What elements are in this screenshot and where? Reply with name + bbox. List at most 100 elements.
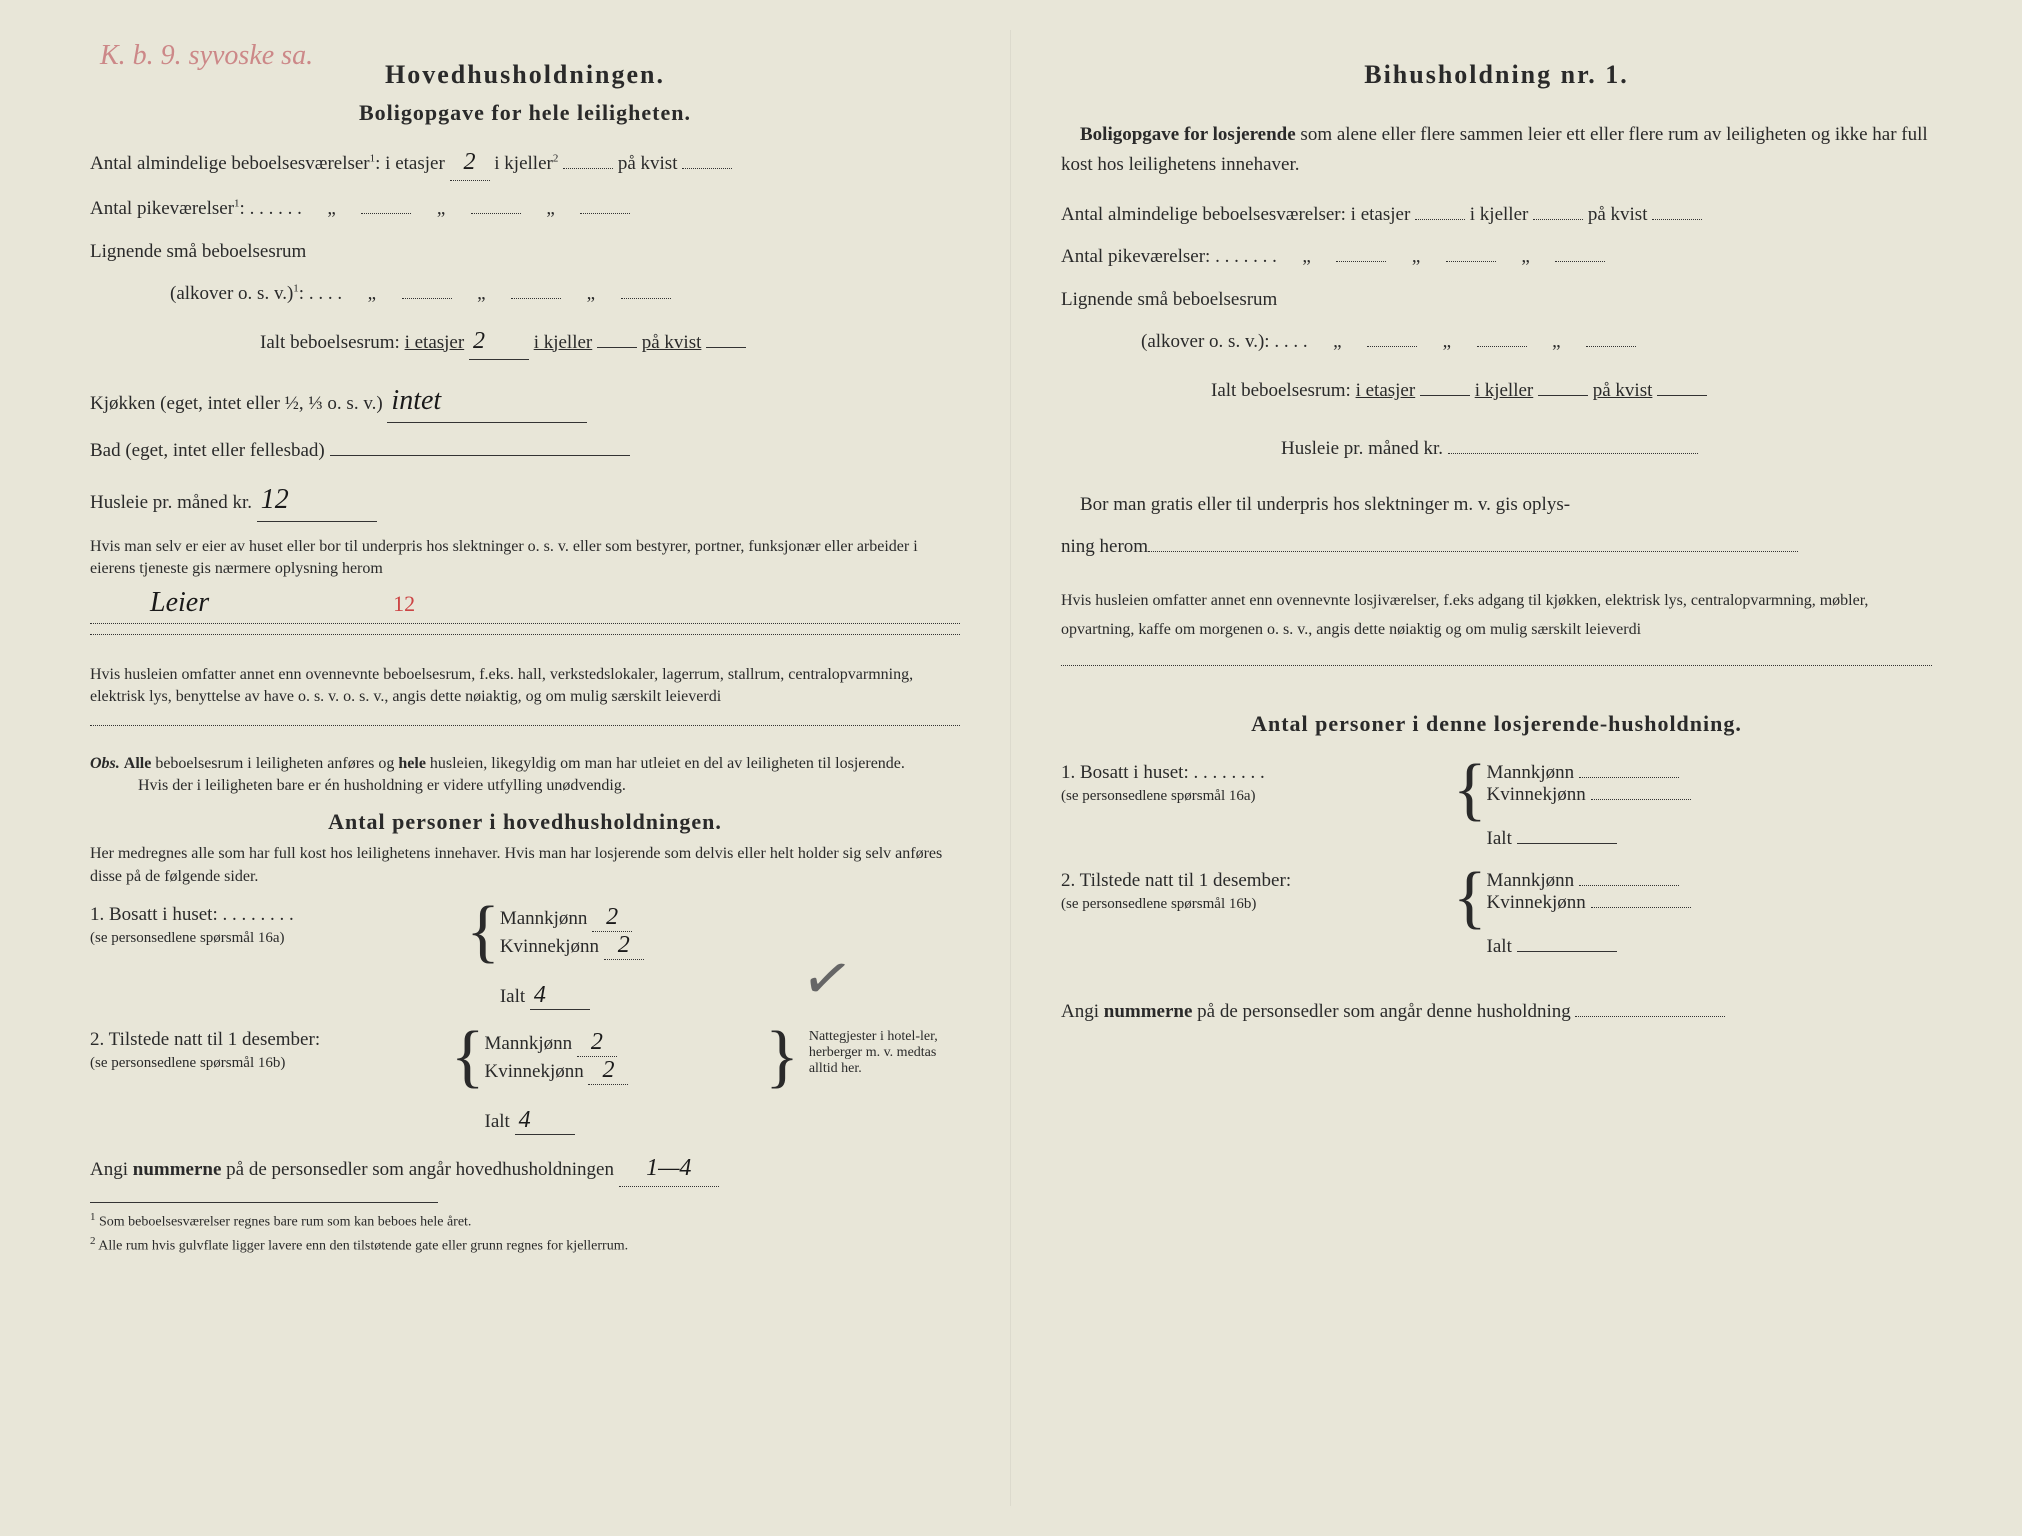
r-a-kv xyxy=(1586,346,1636,347)
r-p-kj xyxy=(1446,261,1496,262)
leier-line: Leier 12 xyxy=(90,587,960,624)
r-ialt-label: Ialt beboelsesrum: xyxy=(1211,380,1351,401)
r-a-kj xyxy=(1477,346,1527,347)
footnote-divider xyxy=(90,1202,438,1203)
person-row-2: 2. Tilstede natt til 1 desember: (se per… xyxy=(90,1029,960,1135)
pike-kv xyxy=(580,213,630,214)
r-bor-gratis: Bor man gratis eller til underpris hos s… xyxy=(1061,484,1932,568)
ialt-etasjer-val: 2 xyxy=(469,323,529,360)
kvinne-label2: Kvinnekjønn xyxy=(485,1061,584,1082)
r-line-pike: Antal pikeværelser: . . . . . . . „ „ „ xyxy=(1061,243,1932,272)
r-kvinne-label2: Kvinnekjønn xyxy=(1487,892,1586,913)
ialt-kv-val xyxy=(706,347,746,348)
r-kvinne1-val xyxy=(1591,799,1691,800)
sup2: 2 xyxy=(553,153,559,165)
r-p-et xyxy=(1336,261,1386,262)
right-page: Bihusholdning nr. 1. Boligopgave for los… xyxy=(1011,30,1982,1506)
foot2-text: Alle rum hvis gulvflate ligger lavere en… xyxy=(98,1238,628,1253)
mann2-val: 2 xyxy=(577,1029,617,1057)
r-mann2-val xyxy=(1579,885,1679,886)
item2-ref: (se personsedlene spørsmål 16b) xyxy=(90,1055,285,1071)
r-blank-line xyxy=(1061,665,1932,666)
r-ialt-label-1: Ialt xyxy=(1487,828,1512,849)
r-mann-label: Mannkjønn xyxy=(1487,762,1575,783)
ialt-label: Ialt beboelsesrum: xyxy=(260,332,400,353)
leier-num: 12 xyxy=(393,591,415,616)
brace-icon-r: } xyxy=(765,1029,799,1085)
angi-line: Angi nummerne på de personsedler som ang… xyxy=(90,1150,960,1187)
r-hvis-husleien: Hvis husleien omfatter annet enn ovennev… xyxy=(1061,587,1932,645)
obs-block: Obs. Alle beboelsesrum i leiligheten anf… xyxy=(90,753,960,798)
brace-icon: { xyxy=(451,1029,485,1085)
r-line-antal: Antal almindelige beboelsesværelser: i e… xyxy=(1061,201,1932,230)
pike-et xyxy=(361,213,411,214)
r-mann-label2: Mannkjønn xyxy=(1487,870,1575,891)
ditto: „ xyxy=(1312,328,1362,357)
bad-val xyxy=(330,455,630,456)
r-line-lignende: Lignende små beboelsesrum xyxy=(1061,286,1932,315)
r-ialt-kj-val xyxy=(1538,395,1588,396)
ialt-label-2: Ialt xyxy=(485,1111,510,1132)
r-husleie-val xyxy=(1448,453,1698,454)
obs-text1: Alle beboelsesrum i leiligheten anføres … xyxy=(124,755,905,772)
r-kvinne-label: Kvinnekjønn xyxy=(1487,784,1586,805)
r-ialt2-val xyxy=(1517,951,1617,952)
r-item1-right: Mannkjønn Kvinnekjønn Ialt xyxy=(1487,762,1792,850)
r-person-row-2: 2. Tilstede natt til 1 desember: (se per… xyxy=(1061,870,1932,958)
r-pike-label: Antal pikeværelser: . . . . . . . xyxy=(1061,246,1277,267)
r-ialt-kv-val xyxy=(1657,395,1707,396)
r-p-kv xyxy=(1555,261,1605,262)
mann-label: Mannkjønn xyxy=(500,908,588,929)
title-main-right: Bihusholdning nr. 1. xyxy=(1061,60,1932,90)
sup1c: 1 xyxy=(293,283,299,295)
ditto: „ xyxy=(1282,243,1332,272)
alkover-label: (alkover o. s. v.) xyxy=(170,283,293,304)
mann-label2: Mannkjønn xyxy=(485,1033,573,1054)
kvist-label: på kvist xyxy=(618,153,678,174)
r-ialt-kj: i kjeller xyxy=(1475,380,1534,401)
kjeller-label: i kjeller xyxy=(494,153,553,174)
ditto: „ xyxy=(1501,243,1551,272)
angi-val: 1—4 xyxy=(619,1150,719,1187)
r-item2-right: Mannkjønn Kvinnekjønn Ialt xyxy=(1487,870,1792,958)
r-angi-val xyxy=(1575,1016,1725,1017)
hvis-eier-text: Hvis man selv er eier av huset eller bor… xyxy=(90,536,960,581)
kvinne2-val: 2 xyxy=(588,1057,628,1085)
r-line-ialt: Ialt beboelsesrum: i etasjer i kjeller p… xyxy=(1211,377,1932,406)
etasjer-label: : i etasjer xyxy=(375,153,445,174)
r-ialt-kv: på kvist xyxy=(1593,380,1653,401)
ialt-kj-val xyxy=(597,347,637,348)
pike-label: Antal pikeværelser xyxy=(90,198,234,219)
r-alkover-label: (alkover o. s. v.): . . . . xyxy=(1141,331,1308,352)
r-item2-label: 2. Tilstede natt til 1 desember: xyxy=(1061,870,1291,891)
item1-right: Mannkjønn 2 Kvinnekjønn 2 Ialt 4 xyxy=(500,904,793,1010)
ditto: „ xyxy=(526,195,576,224)
angi-label: Angi nummerne på de personsedler som ang… xyxy=(90,1159,614,1180)
ialt2-val: 4 xyxy=(515,1107,575,1135)
item2-right: Mannkjønn 2 Kvinnekjønn 2 Ialt 4 xyxy=(485,1029,766,1135)
brace-icon: { xyxy=(466,904,500,960)
line-bebo: Antal almindelige beboelsesværelser1: i … xyxy=(90,144,960,181)
r-husleie: Husleie pr. måned kr. xyxy=(1281,435,1932,464)
r-antal-label: Antal almindelige beboelsesværelser: i e… xyxy=(1061,204,1410,225)
alk-kv xyxy=(621,298,671,299)
husleie-val: 12 xyxy=(257,479,377,522)
husleie-label: Husleie pr. måned kr. xyxy=(90,492,252,513)
r-item2-left: 2. Tilstede natt til 1 desember: (se per… xyxy=(1061,870,1453,914)
persons-intro: Her medregnes alle som har full kost hos… xyxy=(90,843,960,888)
hvis-husleien-text: Hvis husleien omfatter annet enn ovennev… xyxy=(90,664,960,709)
item1-ref: (se personsedlene spørsmål 16a) xyxy=(90,930,285,946)
kjeller-value xyxy=(563,168,613,169)
line-lignende: Lignende små beboelsesrum xyxy=(90,238,960,267)
r-angi-label: Angi nummerne på de personsedler som ang… xyxy=(1061,1001,1571,1022)
item2-label: 2. Tilstede natt til 1 desember: xyxy=(90,1029,320,1050)
r-ialt-label-2: Ialt xyxy=(1487,936,1512,957)
ditto: „ xyxy=(307,195,357,224)
footnote-2: 2 Alle rum hvis gulvflate ligger lavere … xyxy=(90,1235,960,1255)
intro-right: Boligopgave for losjerende som alene ell… xyxy=(1061,120,1932,181)
label-bebo: Antal almindelige beboelsesværelser xyxy=(90,153,370,174)
item1-label: 1. Bosatt i huset: . . . . . . . . xyxy=(90,904,294,925)
r-kj-val xyxy=(1533,219,1583,220)
r-item1-label: 1. Bosatt i huset: . . . . . . . . xyxy=(1061,762,1265,783)
line-bad: Bad (eget, intet eller fellesbad) xyxy=(90,437,960,466)
